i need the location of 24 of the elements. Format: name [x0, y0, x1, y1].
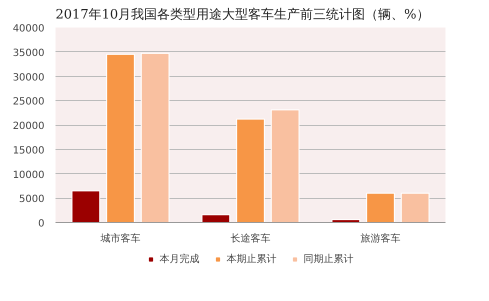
y-tick-label: 5000: [19, 194, 45, 206]
x-tick-label: 旅游客车: [360, 232, 400, 244]
bar: [236, 118, 265, 222]
legend-label: 同期止累计: [304, 252, 354, 266]
legend-label: 本期止累计: [226, 252, 276, 266]
x-tick-label: 长途客车: [230, 232, 270, 244]
chart-title: 2017年10月我国各类型用途大型客车生产前三统计图（辆、%）: [56, 6, 430, 22]
y-tick-label: 40000: [12, 24, 44, 34]
bar: [71, 190, 100, 222]
bar: [270, 109, 300, 222]
y-tick-label: 35000: [12, 48, 44, 59]
y-tick-label: 30000: [12, 72, 44, 84]
bar: [366, 192, 395, 222]
y-tick-label: 15000: [12, 145, 44, 156]
legend-label: 本月完成: [160, 252, 200, 266]
y-tick-label: 0: [38, 218, 45, 230]
y-tick-label: 10000: [12, 170, 44, 181]
x-tick-label: 城市客车: [100, 232, 140, 244]
bar: [140, 52, 170, 222]
y-tick-label: 20000: [12, 121, 44, 132]
y-tick-label: 25000: [12, 96, 44, 108]
bar: [201, 214, 230, 222]
bar: [106, 54, 135, 222]
bar: [400, 192, 430, 222]
